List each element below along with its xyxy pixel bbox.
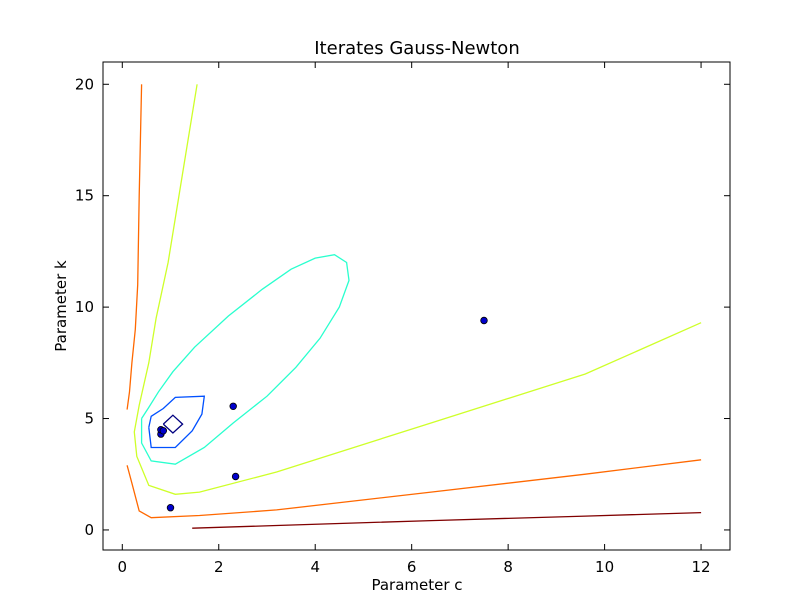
x-tick-label: 12 <box>692 558 711 576</box>
plot-frame <box>102 61 731 551</box>
iterate-point-2 <box>231 472 240 481</box>
iterate-points <box>157 316 488 512</box>
y-tick-label: 15 <box>75 187 94 205</box>
chart-title: Iterates Gauss-Newton <box>314 38 519 59</box>
iterate-point-3 <box>229 402 237 410</box>
contour-lines <box>126 84 702 529</box>
x-tick-label: 10 <box>595 558 614 576</box>
contour-line-6 <box>126 459 702 519</box>
y-tick-label: 20 <box>75 75 94 93</box>
contour-line-3 <box>140 254 350 465</box>
y-axis-ticks: 0 5 10 15 20 <box>75 75 730 539</box>
y-tick-label: 0 <box>84 521 94 539</box>
x-tick-label: 4 <box>310 558 320 576</box>
y-tick-label: 5 <box>84 410 94 428</box>
y-axis-label: Parameter k <box>52 260 70 352</box>
contour-line-2 <box>148 395 206 449</box>
iterate-point-4 <box>480 316 488 325</box>
x-tick-label: 8 <box>503 558 513 576</box>
x-tick-label: 6 <box>407 558 417 576</box>
contour-line-1 <box>162 414 184 434</box>
x-axis-label: Parameter c <box>371 576 462 594</box>
contour-line-7 <box>192 511 702 529</box>
iterate-point-1 <box>166 504 175 512</box>
y-tick-label: 10 <box>75 298 94 316</box>
iterate-point-7 <box>159 427 167 435</box>
contour-line-5 <box>126 84 143 410</box>
x-tick-label: 0 <box>118 558 128 576</box>
contour-line-4 <box>133 84 702 495</box>
x-axis-ticks: 0 2 4 6 8 10 12 <box>118 62 711 576</box>
x-tick-label: 2 <box>214 558 224 576</box>
